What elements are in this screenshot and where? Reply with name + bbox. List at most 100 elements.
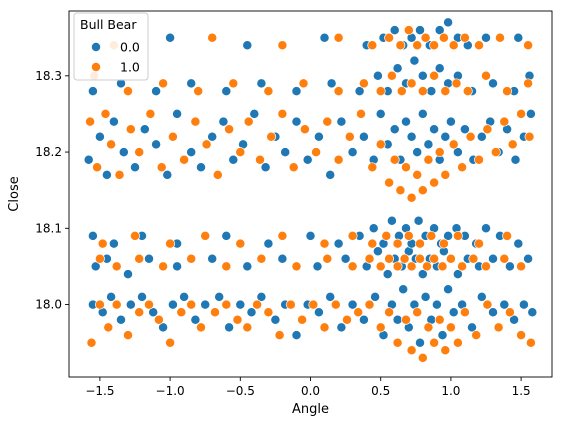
scatter-point-series-1: [375, 322, 386, 333]
legend: Bull Bear 0.0 1.0: [73, 12, 149, 81]
scatter-point-series-1: [291, 261, 302, 272]
scatter-point-series-0: [440, 131, 451, 142]
scatter-point-series-1: [243, 116, 254, 127]
scatter-point-series-1: [165, 238, 176, 249]
scatter-point-series-0: [224, 322, 235, 333]
legend-box: [73, 12, 149, 81]
scatter-point-series-1: [100, 108, 111, 119]
points-layer: [83, 17, 538, 363]
scatter-point-series-0: [263, 238, 274, 249]
scatter-point-series-1: [403, 25, 414, 36]
scatter-point-series-0: [313, 131, 324, 142]
scatter-point-series-0: [488, 78, 498, 89]
scatter-point-series-1: [406, 78, 417, 89]
scatter-point-series-1: [277, 40, 288, 51]
scatter-point-series-0: [207, 253, 218, 264]
scatter-point-series-1: [384, 32, 395, 43]
scatter-point-series-1: [445, 322, 456, 333]
scatter-point-series-1: [423, 322, 434, 333]
scatter-point-series-0: [476, 291, 487, 302]
scatter-point-series-1: [448, 40, 459, 51]
scatter-point-series-0: [94, 131, 105, 142]
scatter-point-series-1: [97, 238, 108, 249]
scatter-point-series-1: [448, 139, 459, 150]
x-tick-label: −0.5: [226, 384, 255, 398]
scatter-point-series-0: [333, 238, 344, 249]
scatter-point-series-0: [513, 32, 524, 43]
scatter-point-series-1: [123, 86, 133, 97]
scatter-point-series-0: [319, 32, 330, 43]
scatter-point-series-0: [452, 269, 463, 280]
scatter-point-series-1: [429, 40, 440, 51]
scatter-point-series-1: [176, 307, 187, 318]
scatter-point-series-0: [375, 108, 386, 119]
scatter-point-series-1: [384, 177, 395, 188]
scatter-point-series-1: [375, 86, 386, 97]
x-tick-label: 1.0: [441, 384, 460, 398]
scatter-point-series-0: [151, 139, 162, 150]
scatter-point-series-0: [313, 307, 324, 318]
scatter-point-series-0: [336, 116, 347, 127]
scatter-point-series-1: [417, 185, 428, 196]
scatter-point-series-1: [330, 299, 341, 310]
scatter-point-series-0: [504, 261, 515, 272]
scatter-point-series-0: [527, 307, 538, 318]
scatter-point-series-1: [367, 162, 378, 173]
scatter-point-series-1: [242, 322, 253, 333]
scatter-point-series-0: [415, 25, 425, 36]
scatter-point-series-0: [228, 154, 239, 165]
scatter-point-series-0: [452, 147, 463, 158]
scatter-point-series-1: [499, 116, 510, 127]
scatter-point-series-0: [347, 299, 358, 310]
scatter-point-series-0: [139, 124, 150, 135]
scatter-point-series-0: [125, 299, 136, 310]
scatter-point-series-0: [401, 116, 411, 127]
scatter-point-series-0: [200, 299, 211, 310]
x-tick-label: 1.5: [512, 384, 531, 398]
legend-title: Bull Bear: [80, 17, 137, 32]
scatter-point-series-0: [260, 162, 271, 173]
scatter-point-series-0: [326, 78, 337, 89]
scatter-point-series-0: [358, 131, 369, 142]
scatter-point-series-1: [263, 86, 274, 97]
scatter-point-series-1: [277, 230, 288, 241]
scatter-point-series-1: [437, 261, 448, 272]
scatter-point-series-1: [523, 40, 534, 51]
scatter-point-series-0: [186, 78, 197, 89]
scatter-point-series-0: [406, 131, 417, 142]
scatter-point-series-1: [167, 131, 178, 142]
y-tick-label: 18.1: [35, 221, 62, 235]
scatter-point-series-0: [101, 169, 112, 180]
scatter-point-series-1: [344, 131, 355, 142]
scatter-point-series-1: [481, 70, 491, 81]
scatter-point-series-1: [201, 139, 212, 150]
scatter-point-series-1: [474, 154, 484, 165]
scatter-point-series-1: [367, 238, 378, 249]
scatter-point-series-1: [465, 131, 476, 142]
legend-label-0: 0.0: [120, 40, 140, 55]
scatter-point-series-0: [417, 70, 428, 81]
scatter-point-series-1: [415, 253, 425, 264]
scatter-point-series-0: [90, 261, 101, 272]
scatter-point-series-0: [518, 299, 529, 310]
scatter-point-series-1: [179, 154, 190, 165]
scatter-point-series-0: [116, 314, 126, 325]
scatter-point-series-1: [381, 230, 392, 241]
scatter-point-series-1: [392, 337, 403, 348]
scatter-point-series-0: [325, 291, 336, 302]
scatter-point-series-1: [452, 337, 463, 348]
scatter-point-series-1: [299, 124, 310, 135]
scatter-point-series-1: [298, 78, 309, 89]
scatter-point-series-0: [389, 25, 400, 36]
scatter-point-series-1: [158, 261, 169, 272]
scatter-point-series-0: [417, 269, 428, 280]
scatter-point-series-1: [401, 314, 411, 325]
scatter-point-series-0: [108, 116, 119, 127]
scatter-point-series-1: [255, 154, 265, 165]
scatter-point-series-0: [499, 299, 510, 310]
scatter-point-series-0: [382, 269, 393, 280]
scatter-point-series-1: [384, 253, 395, 264]
scatter-point-series-1: [406, 345, 417, 356]
x-tick-label: −1.5: [85, 384, 114, 398]
